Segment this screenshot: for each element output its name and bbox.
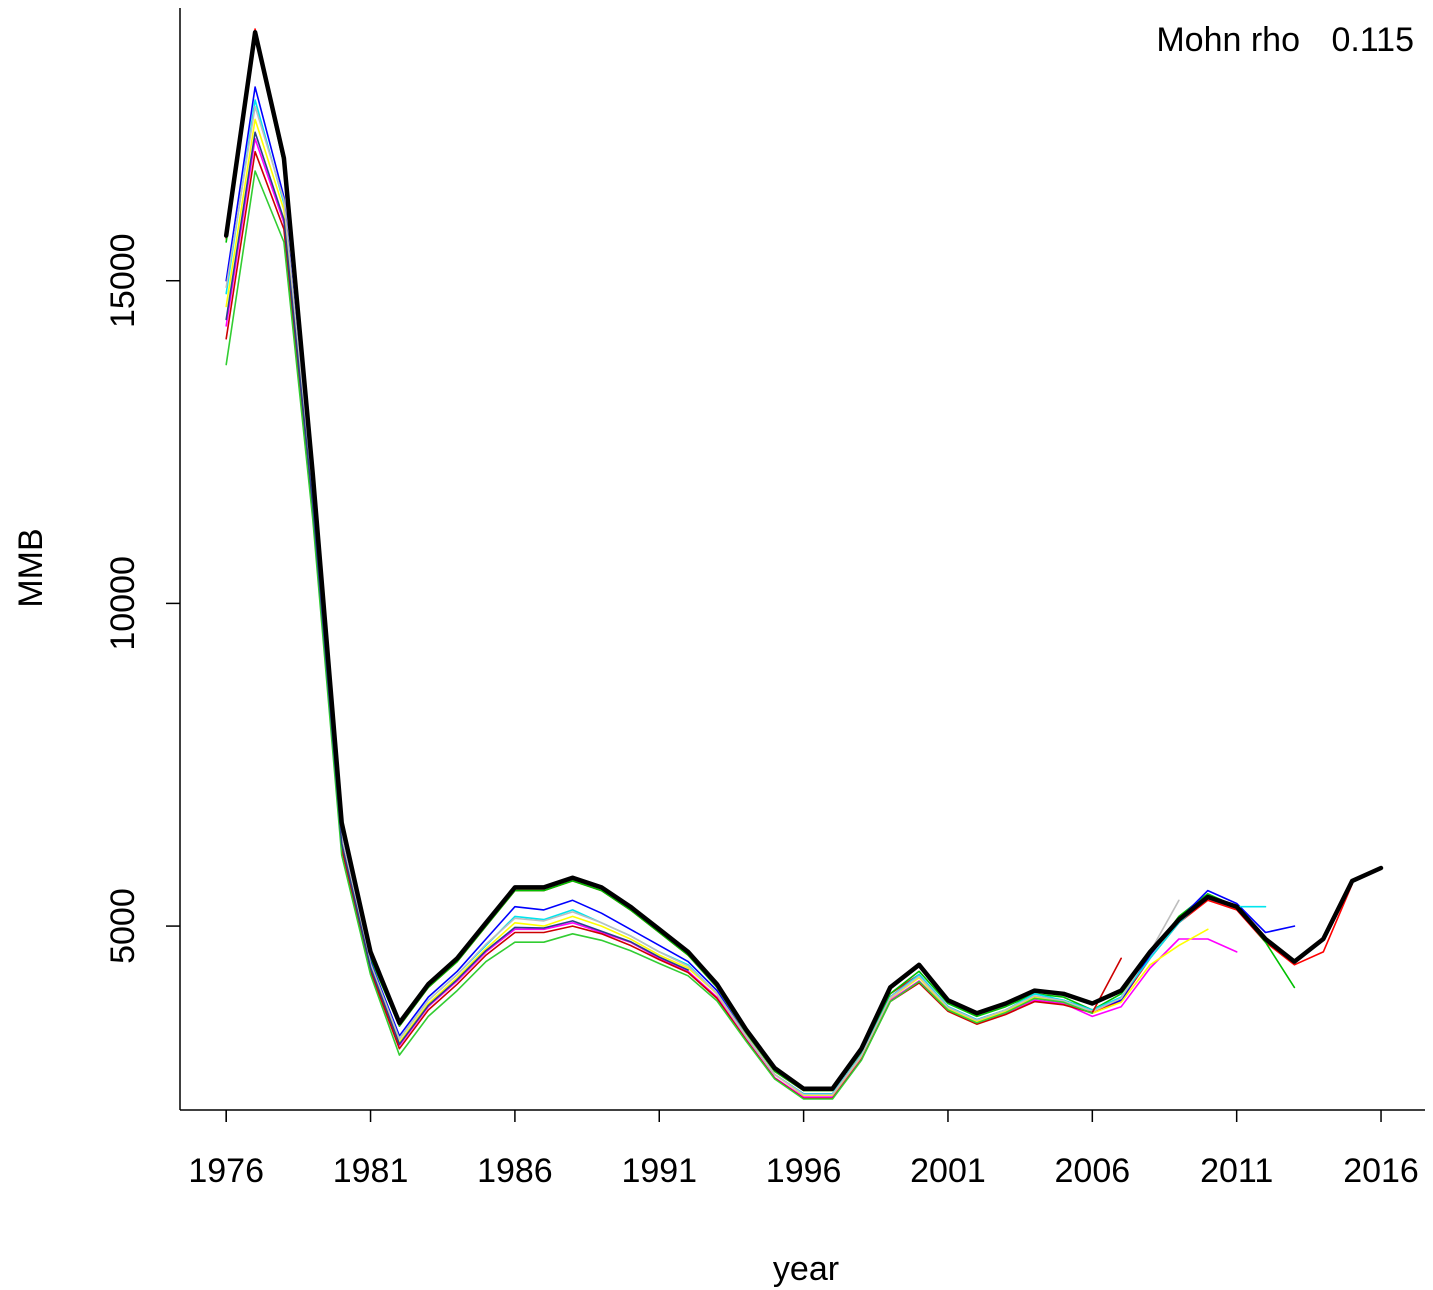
x-tick-label: 1986 <box>477 1152 553 1190</box>
x-tick-label: 2006 <box>1055 1152 1131 1190</box>
x-tick-label: 1981 <box>333 1152 409 1190</box>
series-layer <box>223 28 1384 1100</box>
x-axis-ticks: 1976 1981 1986 1991 1996 2001 2006 2011 2016 <box>188 1110 1419 1190</box>
series-line-9 <box>225 150 1122 1100</box>
y-axis-title: MMB <box>12 528 50 607</box>
series-line-6 <box>225 138 1238 1098</box>
x-axis-title: year <box>773 1250 839 1288</box>
y-tick-label: 10000 <box>104 556 142 651</box>
series-line-4 <box>225 86 1296 1095</box>
series-line-5 <box>225 99 1267 1095</box>
series-line-1 <box>223 30 1384 1091</box>
x-tick-label: 2001 <box>910 1152 986 1190</box>
series-line-2 <box>225 28 1353 1092</box>
series-line-3 <box>225 34 1296 1092</box>
mohn-rho-label: Mohn rho <box>1156 21 1300 59</box>
series-line-7 <box>225 118 1209 1096</box>
x-tick-label: 1976 <box>188 1152 264 1190</box>
x-tick-label: 2011 <box>1200 1152 1273 1190</box>
x-tick-label: 2016 <box>1343 1152 1419 1190</box>
x-axis-line <box>180 1109 1425 1122</box>
y-tick-label: 5000 <box>104 888 142 964</box>
x-tick-label: 1996 <box>766 1152 842 1190</box>
mohn-rho-value: 0.115 <box>1331 21 1414 59</box>
y-axis-ticks: 5000 10000 15000 <box>104 233 180 964</box>
series-line-10 <box>225 170 1094 1100</box>
x-tick-label: 1991 <box>621 1152 697 1190</box>
y-tick-label: 15000 <box>104 233 142 328</box>
series-line-8 <box>225 105 1180 1096</box>
series-line-11 <box>225 131 689 1045</box>
